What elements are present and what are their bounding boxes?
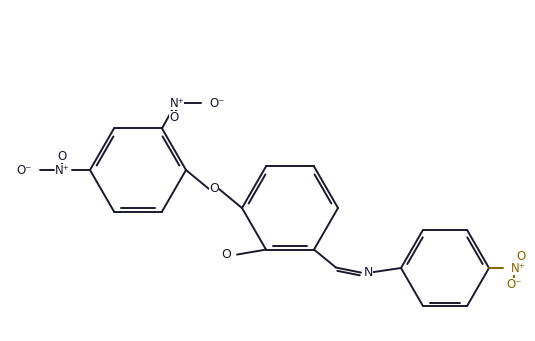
Text: O⁻: O⁻ — [17, 163, 32, 177]
Text: N: N — [364, 266, 373, 279]
Text: O⁻: O⁻ — [209, 97, 225, 110]
Text: O: O — [170, 111, 179, 124]
Text: O⁻: O⁻ — [506, 278, 522, 291]
Text: O: O — [209, 182, 219, 195]
Text: O: O — [516, 250, 525, 263]
Text: O: O — [221, 248, 231, 261]
Text: N⁺: N⁺ — [170, 97, 185, 110]
Text: O: O — [57, 149, 67, 163]
Text: N⁺: N⁺ — [55, 163, 70, 177]
Text: N⁺: N⁺ — [511, 262, 526, 275]
